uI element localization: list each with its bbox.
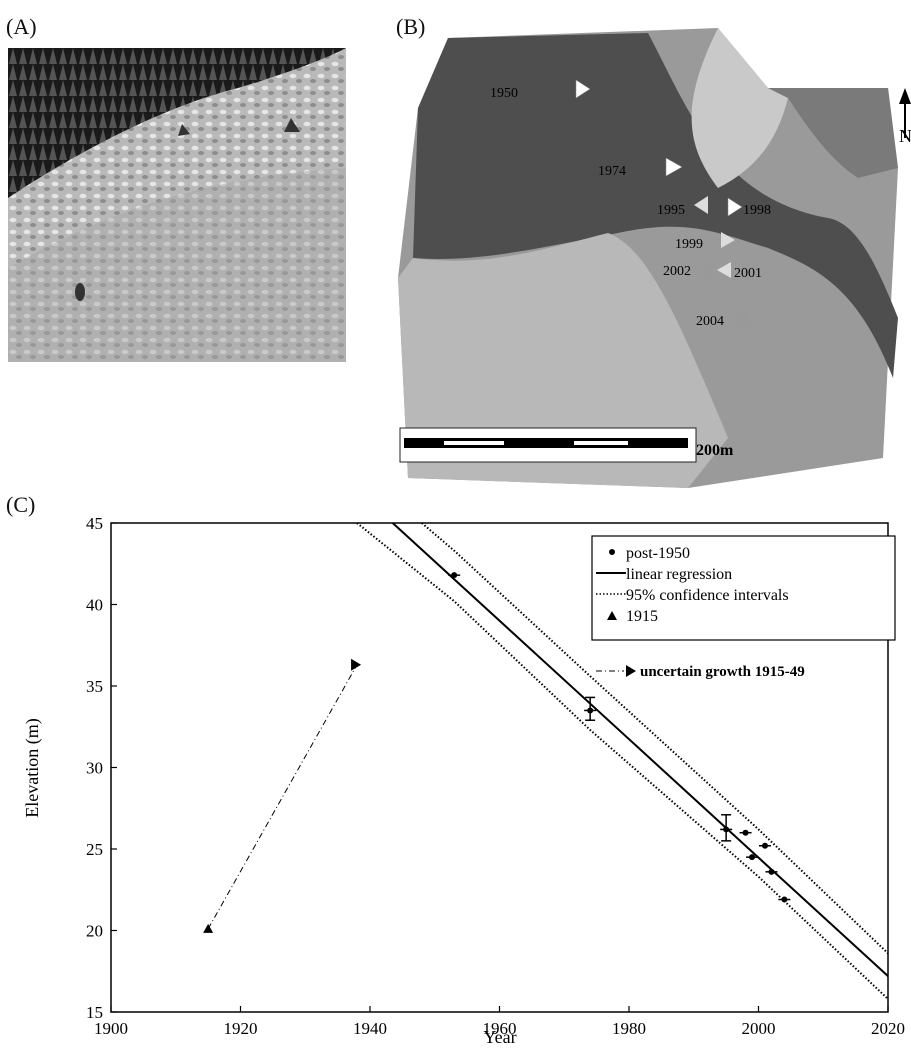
y-tick-label: 45 xyxy=(86,514,103,533)
x-tick-label: 1900 xyxy=(94,1019,128,1038)
y-tick-label: 35 xyxy=(86,677,103,696)
annotation-label: uncertain growth 1915-49 xyxy=(640,664,805,680)
ci-upper-line xyxy=(421,522,889,955)
x-tick-label: 2000 xyxy=(742,1019,776,1038)
y-tick-label: 15 xyxy=(86,1003,103,1022)
x-tick-label: 1960 xyxy=(483,1019,517,1038)
y-axis-title: Elevation (m) xyxy=(22,718,43,817)
panel-a-label: (A) xyxy=(6,14,37,39)
legend-label-regression: linear regression xyxy=(626,566,732,583)
x-tick-label: 1920 xyxy=(224,1019,258,1038)
year-marker-1974: 1974 xyxy=(598,157,683,179)
year-label-1998: 1998 xyxy=(743,203,771,218)
year-marker-1998: 1998 xyxy=(727,197,771,218)
year-marker-1950: 1950 xyxy=(490,79,591,101)
scale-bar: 200m xyxy=(399,427,734,463)
legend: post-1950 linear regression 95% confiden… xyxy=(591,535,896,641)
channel-shadow xyxy=(413,33,898,378)
legend-label-post-1950: post-1950 xyxy=(626,545,690,562)
marker-flag-2 xyxy=(284,118,300,132)
year-marker-2001: 2001 xyxy=(717,262,762,281)
y-tick-label: 20 xyxy=(86,922,103,941)
elevation-chart: 15 20 25 30 35 40 45 1900 1920 1940 1960 1980 2000 2… xyxy=(22,514,905,1047)
year-marker-1995: 1995 xyxy=(657,196,708,218)
terrain-photo xyxy=(8,48,346,362)
marker-flag-1 xyxy=(178,124,190,136)
panel-c-label: (C) xyxy=(6,492,36,517)
year-marker-2004: 2004 xyxy=(696,310,748,329)
marker-flag-3 xyxy=(75,283,85,301)
year-label-1995: 1995 xyxy=(657,203,685,218)
panel-b-label: (B) xyxy=(396,14,426,39)
regression-line xyxy=(392,522,889,977)
point-post-1950 xyxy=(587,707,594,714)
x-axis: 1900 1920 1940 1960 1980 2000 2020 xyxy=(94,1006,905,1038)
x-tick-label: 2020 xyxy=(871,1019,905,1038)
year-marker-1999: 1999 xyxy=(675,232,735,252)
y-tick-label: 30 xyxy=(86,759,103,778)
ci-lower-line xyxy=(356,522,889,1000)
point-post-1950 xyxy=(742,829,749,836)
legend-swatch-1915 xyxy=(607,611,617,620)
x-axis-title: Year xyxy=(483,1027,516,1047)
x-tick-label: 1980 xyxy=(612,1019,646,1038)
year-label-1999: 1999 xyxy=(675,237,703,252)
legend-label-ci: 95% confidence intervals xyxy=(626,587,789,604)
year-marker-2002: 2002 xyxy=(663,262,714,279)
y-axis: 15 20 25 30 35 40 45 xyxy=(86,514,117,1022)
north-arrow: N xyxy=(899,88,911,146)
year-label-1974: 1974 xyxy=(598,164,626,179)
year-label-2001: 2001 xyxy=(734,266,762,281)
annotation-arrowhead xyxy=(626,665,636,677)
terrain-map: 1950 1974 1995 1998 1999 2002 2001 2004 … xyxy=(398,28,911,488)
surface-slope xyxy=(8,48,346,362)
legend-box xyxy=(591,535,896,641)
y-tick-label: 25 xyxy=(86,840,103,859)
year-label-1950: 1950 xyxy=(490,86,518,101)
x-tick-label: 1940 xyxy=(353,1019,387,1038)
annotation-uncertain-growth: uncertain growth 1915-49 xyxy=(596,664,805,680)
uncertain-growth-arrowhead xyxy=(351,658,362,671)
point-post-1950 xyxy=(781,896,788,903)
north-label: N xyxy=(899,126,911,146)
legend-label-1915: 1915 xyxy=(626,608,658,625)
scale-label: 200m xyxy=(696,442,734,459)
series-layer xyxy=(203,522,889,1000)
point-post-1950 xyxy=(761,842,768,849)
year-label-2004: 2004 xyxy=(696,314,724,329)
uncertain-growth-line xyxy=(207,664,358,930)
y-tick-label: 40 xyxy=(86,596,103,615)
legend-swatch-post-1950 xyxy=(609,549,615,555)
year-label-2002: 2002 xyxy=(663,264,691,279)
point-post-1950 xyxy=(749,854,756,861)
